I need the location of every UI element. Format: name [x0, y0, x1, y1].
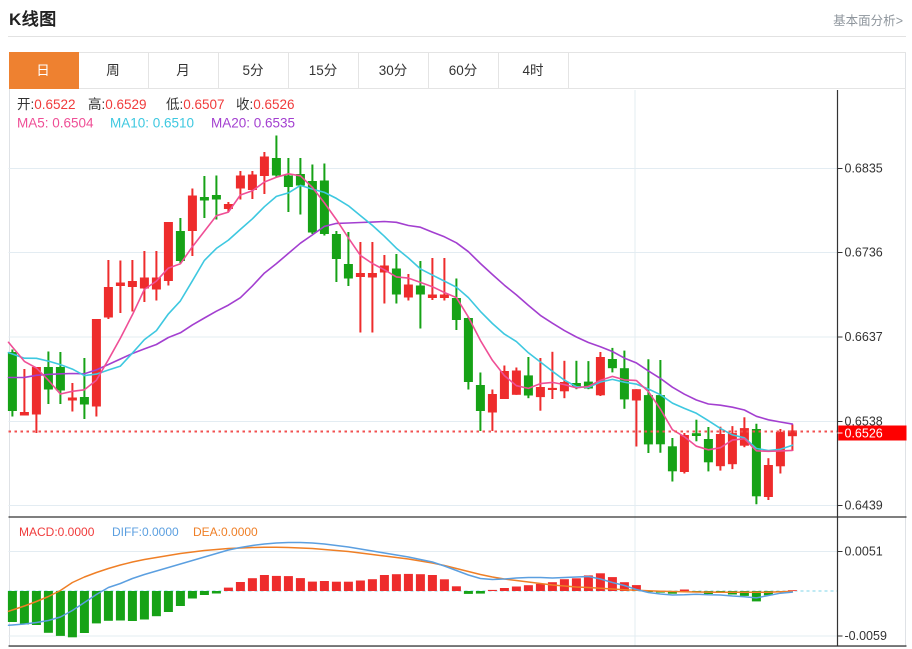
svg-text:0.6439: 0.6439 [845, 499, 883, 513]
svg-text:MACD:0.0000: MACD:0.0000 [19, 525, 95, 539]
svg-text:MA5: 0.6504: MA5: 0.6504 [17, 116, 94, 131]
svg-text:0.6526: 0.6526 [845, 426, 883, 440]
svg-text:MA10: 0.6510: MA10: 0.6510 [110, 116, 194, 131]
svg-text:收:0.6526: 收:0.6526 [236, 97, 295, 112]
svg-text:DEA:0.0000: DEA:0.0000 [193, 525, 258, 539]
svg-text:低:0.6507: 低:0.6507 [166, 97, 225, 112]
svg-text:MA20: 0.6535: MA20: 0.6535 [211, 116, 295, 131]
svg-text:开:0.6522: 开:0.6522 [17, 97, 76, 112]
svg-text:0.6538: 0.6538 [845, 415, 883, 429]
svg-text:0.6637: 0.6637 [845, 330, 883, 344]
svg-text:高:0.6529: 高:0.6529 [88, 96, 147, 112]
svg-text:-0.0059: -0.0059 [845, 629, 887, 643]
svg-text:0.6835: 0.6835 [845, 162, 883, 176]
svg-text:0.0051: 0.0051 [845, 545, 883, 559]
svg-text:DIFF:0.0000: DIFF:0.0000 [112, 525, 179, 539]
svg-text:0.6736: 0.6736 [845, 246, 883, 260]
